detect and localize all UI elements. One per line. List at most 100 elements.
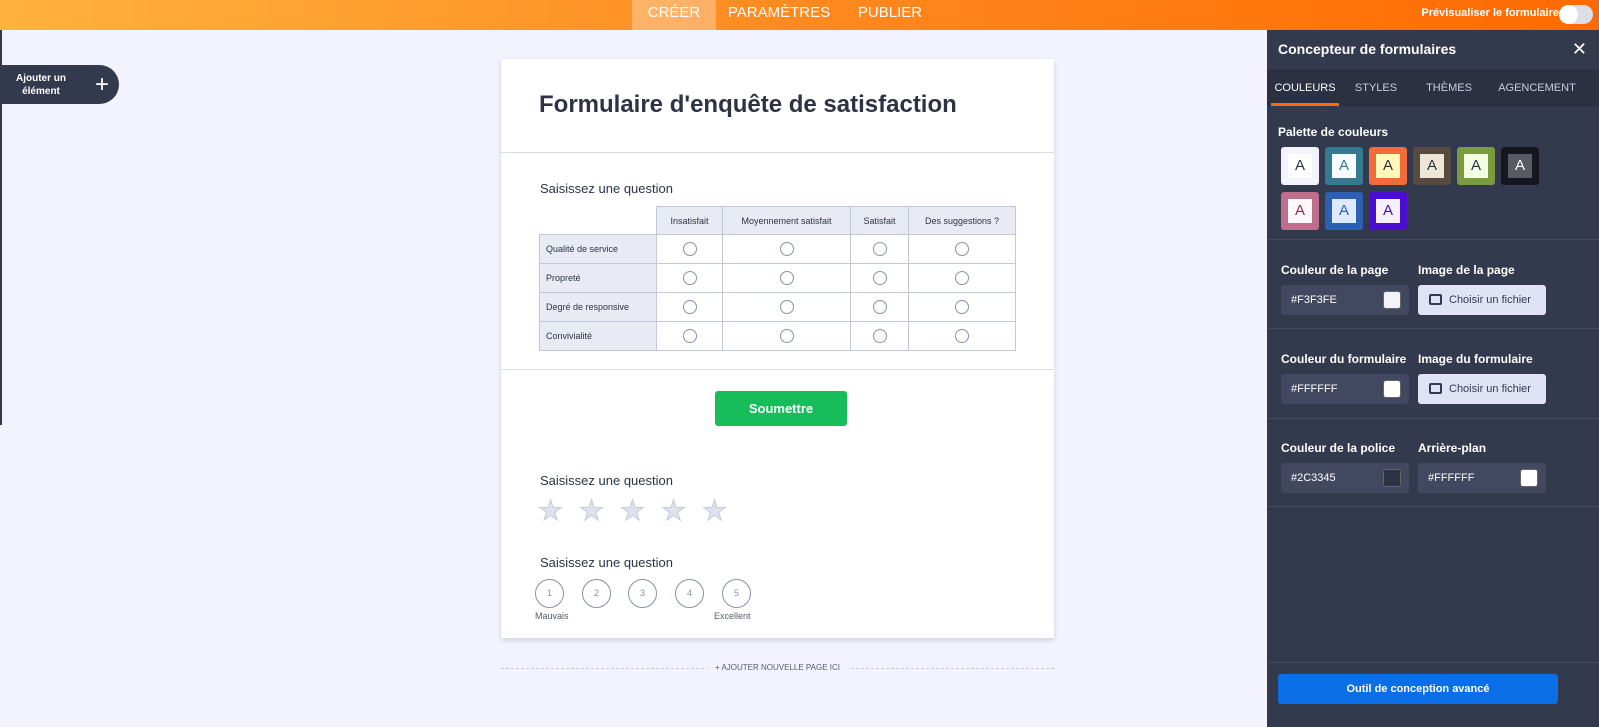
radio[interactable] [779,242,794,256]
table-row: Propreté [539,263,1016,293]
swatch-letter: A [1376,154,1400,178]
radio[interactable] [779,300,794,314]
tab-agencement[interactable]: AGENCEMENT [1498,82,1576,94]
advanced-designer-button[interactable]: Outil de conception avancé [1278,674,1558,704]
row-label: Qualité de service [539,234,657,264]
scale-option[interactable]: 4 [675,579,704,608]
matrix-table: Insatisfait Moyennement satisfait Satisf… [539,206,1016,351]
preview-toggle[interactable] [1559,5,1593,24]
panel-title: Concepteur de formulaires [1278,41,1457,57]
palette-swatch[interactable]: A [1457,147,1495,185]
radio[interactable] [682,329,697,343]
palette-swatch[interactable]: A [1369,192,1407,230]
submit-button[interactable]: Soumettre [715,391,847,426]
add-page-link[interactable]: + AJOUTER NOUVELLE PAGE ICI [707,663,848,672]
column-header: Des suggestions ? [908,206,1016,235]
swatch-letter: A [1288,154,1312,178]
palette-swatch[interactable]: A [1501,147,1539,185]
left-edge [0,30,2,425]
palette-swatch[interactable]: A [1325,192,1363,230]
swatch-letter: A [1332,199,1356,223]
add-element-button[interactable]: Ajouter un élément + [0,65,119,104]
radio[interactable] [779,329,794,343]
tab-themes[interactable]: THÈMES [1426,82,1472,94]
close-icon[interactable]: ✕ [1571,39,1587,59]
matrix-question[interactable]: Saisissez une question [540,181,673,196]
radio[interactable] [955,300,969,314]
color-swatch[interactable] [1520,469,1538,487]
color-swatch[interactable] [1383,469,1401,487]
page-color-value: #F3F3FE [1291,294,1337,306]
radio[interactable] [682,300,697,314]
palette-swatch[interactable]: A [1413,147,1451,185]
form-color-label: Couleur du formulaire [1281,352,1407,366]
add-element-label: Ajouter un élément [16,73,66,97]
form-image-button[interactable]: Choisir un fichier [1418,374,1546,404]
star-icon[interactable]: ★ [660,495,687,527]
radio[interactable] [955,329,969,343]
page-color-input[interactable]: #F3F3FE [1281,285,1409,315]
color-swatch[interactable] [1383,291,1401,309]
row-label: Degré de responsive [539,292,657,322]
radio[interactable] [872,242,887,256]
swatch-letter: A [1420,154,1444,178]
scale-option[interactable]: 5 [722,579,751,608]
form-color-value: #FFFFFF [1291,383,1338,395]
column-header: Moyennement satisfait [722,206,851,235]
divider [1267,662,1599,663]
radio[interactable] [682,271,697,285]
radio[interactable] [682,242,697,256]
scale-option[interactable]: 2 [582,579,611,608]
tab-creer[interactable]: CRÉER [632,0,716,30]
divider [501,152,1054,153]
palette-swatch[interactable]: A [1281,192,1319,230]
form-color-input[interactable]: #FFFFFF [1281,374,1409,404]
tab-parametres[interactable]: PARAMÈTRES [727,4,831,21]
divider [1267,239,1599,240]
divider [1267,418,1599,419]
form-image-label: Image du formulaire [1418,352,1533,366]
star-icon[interactable]: ★ [619,495,646,527]
row-label: Propreté [539,263,657,293]
background-color-value: #FFFFFF [1428,472,1475,484]
page-image-button[interactable]: Choisir un fichier [1418,285,1546,315]
plus-icon: + [94,71,109,98]
radio[interactable] [955,271,969,285]
palette-swatch[interactable]: A [1325,147,1363,185]
swatch-letter: A [1464,154,1488,178]
page-color-label: Couleur de la page [1281,263,1389,277]
star-icon[interactable]: ★ [537,495,564,527]
scale-option[interactable]: 1 [535,579,564,608]
table-row: Degré de responsive [539,292,1016,322]
radio[interactable] [872,271,887,285]
radio[interactable] [779,271,794,285]
tab-publier[interactable]: PUBLIER [857,4,923,21]
radio[interactable] [955,242,969,256]
palette-swatch[interactable]: A [1281,147,1319,185]
radio[interactable] [872,329,887,343]
background-label: Arrière-plan [1418,441,1487,455]
radio[interactable] [872,300,887,314]
star-icon[interactable]: ★ [578,495,605,527]
page-image-label: Image de la page [1418,263,1515,277]
add-page-divider: + AJOUTER NOUVELLE PAGE ICI [501,663,1054,672]
font-color-input[interactable]: #2C3345 [1281,463,1409,493]
column-header: Insatisfait [656,206,723,235]
scale-max-label: Excellent [714,611,751,621]
table-row: Convivialité [539,321,1016,351]
rating-question[interactable]: Saisissez une question [540,473,673,488]
star-icon[interactable]: ★ [701,495,728,527]
swatch-letter: A [1288,199,1312,223]
color-swatch[interactable] [1383,380,1401,398]
tab-styles[interactable]: STYLES [1354,82,1398,94]
scale-option[interactable]: 3 [628,579,657,608]
scale-question[interactable]: Saisissez une question [540,555,673,570]
table-row: Qualité de service [539,234,1016,264]
background-color-input[interactable]: #FFFFFF [1418,463,1546,493]
tab-couleurs[interactable]: COULEURS [1271,70,1339,106]
palette-swatch[interactable]: A [1369,147,1407,185]
form-title[interactable]: Formulaire d'enquête de satisfaction [539,91,957,118]
image-icon [1429,294,1442,305]
palette-label: Palette de couleurs [1278,125,1389,139]
form-designer-panel: Concepteur de formulaires ✕ COULEURS STY… [1267,30,1599,727]
